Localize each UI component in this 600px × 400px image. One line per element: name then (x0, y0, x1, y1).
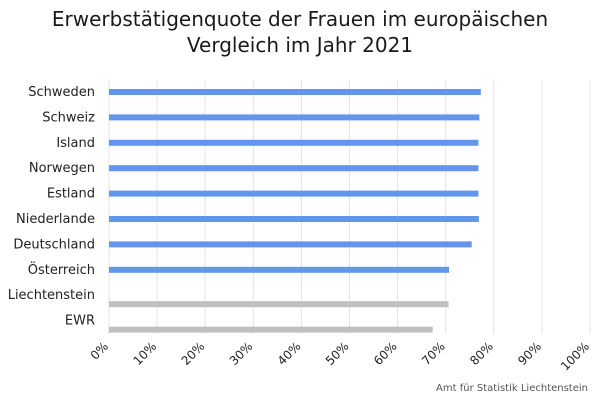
category-label-10: EWR (65, 314, 95, 329)
chart-title: Erwerbstätigenquote der Frauen im europä… (0, 6, 600, 58)
bar-1 (109, 89, 481, 95)
category-label-3: Island (56, 136, 95, 151)
x-tick-label-7: 70% (419, 339, 448, 368)
bar-6 (109, 216, 479, 222)
bar-7 (109, 241, 472, 248)
x-tick-label-4: 40% (275, 339, 304, 368)
bar-10 (109, 326, 433, 333)
category-label-2: Schweiz (42, 110, 95, 125)
x-tick-label-5: 50% (323, 339, 352, 368)
chart-title-line-1: Erwerbstätigenquote der Frauen im europä… (51, 7, 549, 31)
x-tick-label-10: 100% (558, 339, 592, 373)
chart-title-line-2: Vergleich im Jahr 2021 (186, 33, 414, 57)
bar-4 (109, 165, 479, 172)
bar-5 (109, 190, 479, 197)
category-label-9: Liechtenstein (8, 288, 95, 303)
category-label-1: Schweden (28, 85, 95, 100)
bar-2 (109, 114, 480, 121)
category-label-7: Deutschland (13, 237, 95, 252)
x-tick-label-9: 90% (515, 339, 544, 368)
x-tick-label-2: 20% (179, 339, 208, 368)
bar-8 (109, 266, 450, 273)
x-tick-label-3: 30% (227, 339, 256, 368)
category-label-4: Norwegen (29, 161, 95, 176)
x-tick-label-0: 0% (88, 339, 111, 362)
x-tick-label-1: 10% (130, 339, 159, 368)
category-label-5: Estland (47, 187, 95, 202)
x-tick-label-6: 60% (371, 339, 400, 368)
bar-3 (109, 139, 479, 146)
source-label: Amt für Statistik Liechtenstein (436, 383, 588, 394)
category-label-6: Niederlande (16, 212, 95, 227)
bar-9 (109, 301, 449, 308)
category-label-8: Österreich (28, 261, 95, 278)
x-tick-label-8: 80% (467, 339, 496, 368)
